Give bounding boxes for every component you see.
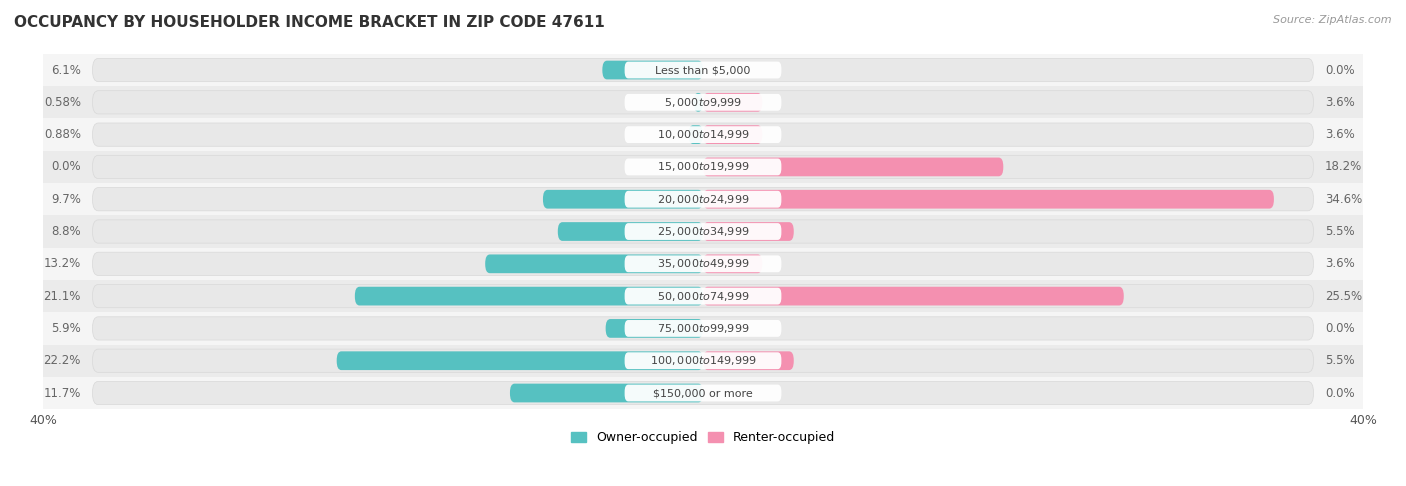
Text: $20,000 to $24,999: $20,000 to $24,999 xyxy=(657,193,749,206)
FancyBboxPatch shape xyxy=(93,382,1313,405)
Bar xyxy=(44,215,1362,248)
FancyBboxPatch shape xyxy=(336,351,703,370)
FancyBboxPatch shape xyxy=(624,126,782,143)
FancyBboxPatch shape xyxy=(703,93,762,112)
FancyBboxPatch shape xyxy=(93,156,1313,178)
Bar xyxy=(44,280,1362,312)
Bar xyxy=(44,345,1362,377)
FancyBboxPatch shape xyxy=(624,320,782,337)
Text: Less than $5,000: Less than $5,000 xyxy=(655,65,751,75)
Text: $100,000 to $149,999: $100,000 to $149,999 xyxy=(650,354,756,367)
Text: 11.7%: 11.7% xyxy=(44,386,82,399)
Bar xyxy=(44,86,1362,119)
Bar xyxy=(44,119,1362,151)
FancyBboxPatch shape xyxy=(624,158,782,175)
Text: 3.6%: 3.6% xyxy=(1324,257,1355,270)
FancyBboxPatch shape xyxy=(93,349,1313,372)
FancyBboxPatch shape xyxy=(93,317,1313,340)
FancyBboxPatch shape xyxy=(703,157,1004,176)
Text: Source: ZipAtlas.com: Source: ZipAtlas.com xyxy=(1274,15,1392,25)
Bar xyxy=(44,377,1362,409)
Text: 5.5%: 5.5% xyxy=(1324,225,1354,238)
Text: OCCUPANCY BY HOUSEHOLDER INCOME BRACKET IN ZIP CODE 47611: OCCUPANCY BY HOUSEHOLDER INCOME BRACKET … xyxy=(14,15,605,30)
FancyBboxPatch shape xyxy=(624,94,782,111)
FancyBboxPatch shape xyxy=(703,190,1274,208)
Text: 25.5%: 25.5% xyxy=(1324,290,1362,303)
Legend: Owner-occupied, Renter-occupied: Owner-occupied, Renter-occupied xyxy=(567,426,839,449)
FancyBboxPatch shape xyxy=(606,319,703,338)
Text: 0.0%: 0.0% xyxy=(52,160,82,174)
Text: 5.5%: 5.5% xyxy=(1324,354,1354,367)
FancyBboxPatch shape xyxy=(93,91,1313,114)
FancyBboxPatch shape xyxy=(689,125,703,144)
Text: 13.2%: 13.2% xyxy=(44,257,82,270)
FancyBboxPatch shape xyxy=(624,191,782,208)
Text: 0.88%: 0.88% xyxy=(44,128,82,141)
Text: 34.6%: 34.6% xyxy=(1324,193,1362,206)
FancyBboxPatch shape xyxy=(624,223,782,240)
Bar xyxy=(44,183,1362,215)
Bar xyxy=(44,312,1362,345)
Text: 0.58%: 0.58% xyxy=(44,96,82,109)
FancyBboxPatch shape xyxy=(93,58,1313,82)
Text: 3.6%: 3.6% xyxy=(1324,96,1355,109)
Text: $50,000 to $74,999: $50,000 to $74,999 xyxy=(657,290,749,303)
Text: $15,000 to $19,999: $15,000 to $19,999 xyxy=(657,160,749,174)
Text: $25,000 to $34,999: $25,000 to $34,999 xyxy=(657,225,749,238)
Text: $150,000 or more: $150,000 or more xyxy=(654,388,752,398)
Bar xyxy=(44,151,1362,183)
FancyBboxPatch shape xyxy=(93,188,1313,211)
FancyBboxPatch shape xyxy=(624,384,782,401)
FancyBboxPatch shape xyxy=(703,222,794,241)
Text: 0.0%: 0.0% xyxy=(1324,386,1354,399)
FancyBboxPatch shape xyxy=(703,125,762,144)
Text: 18.2%: 18.2% xyxy=(1324,160,1362,174)
Text: $5,000 to $9,999: $5,000 to $9,999 xyxy=(664,96,742,109)
FancyBboxPatch shape xyxy=(510,383,703,402)
FancyBboxPatch shape xyxy=(485,255,703,273)
Text: 5.9%: 5.9% xyxy=(51,322,82,335)
FancyBboxPatch shape xyxy=(558,222,703,241)
FancyBboxPatch shape xyxy=(354,287,703,306)
Text: 6.1%: 6.1% xyxy=(51,64,82,76)
Text: 21.1%: 21.1% xyxy=(44,290,82,303)
FancyBboxPatch shape xyxy=(624,256,782,272)
Text: 0.0%: 0.0% xyxy=(1324,322,1354,335)
FancyBboxPatch shape xyxy=(624,288,782,305)
FancyBboxPatch shape xyxy=(93,252,1313,276)
FancyBboxPatch shape xyxy=(703,287,1123,306)
Bar xyxy=(44,248,1362,280)
FancyBboxPatch shape xyxy=(93,220,1313,243)
FancyBboxPatch shape xyxy=(693,93,703,112)
Text: 0.0%: 0.0% xyxy=(1324,64,1354,76)
FancyBboxPatch shape xyxy=(543,190,703,208)
Text: 22.2%: 22.2% xyxy=(44,354,82,367)
FancyBboxPatch shape xyxy=(703,255,762,273)
Text: $75,000 to $99,999: $75,000 to $99,999 xyxy=(657,322,749,335)
FancyBboxPatch shape xyxy=(624,62,782,78)
Text: 8.8%: 8.8% xyxy=(52,225,82,238)
Text: $10,000 to $14,999: $10,000 to $14,999 xyxy=(657,128,749,141)
FancyBboxPatch shape xyxy=(93,123,1313,146)
Text: 3.6%: 3.6% xyxy=(1324,128,1355,141)
FancyBboxPatch shape xyxy=(624,352,782,369)
Text: 9.7%: 9.7% xyxy=(51,193,82,206)
FancyBboxPatch shape xyxy=(93,284,1313,308)
Bar xyxy=(44,54,1362,86)
Text: $35,000 to $49,999: $35,000 to $49,999 xyxy=(657,257,749,270)
FancyBboxPatch shape xyxy=(703,351,794,370)
FancyBboxPatch shape xyxy=(602,61,703,79)
